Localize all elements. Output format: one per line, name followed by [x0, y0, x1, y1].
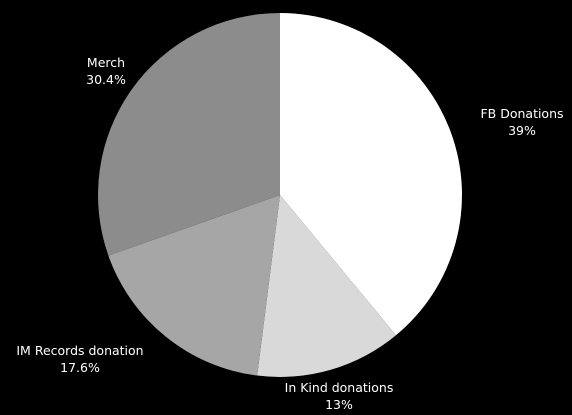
slice-value-label: 30.4%	[86, 72, 126, 87]
slice-label: In Kind donations	[285, 380, 394, 395]
slice-value-label: 39%	[508, 123, 536, 138]
pie-slice-fb-donations	[280, 13, 462, 336]
pie-slice-im-records-donation	[108, 195, 280, 376]
slice-label: Merch	[87, 55, 125, 70]
pie-slice-in-kind-donations	[257, 195, 397, 377]
slice-value-label: 17.6%	[60, 360, 100, 375]
slice-label: FB Donations	[480, 106, 563, 121]
slice-label: IM Records donation	[16, 343, 143, 358]
pie-labels: FB Donations 39% In Kind donations 13% IM Re…	[16, 55, 563, 412]
pie-slice-merch	[98, 13, 280, 256]
pie-slices	[98, 13, 462, 377]
slice-value-label: 13%	[325, 397, 353, 412]
